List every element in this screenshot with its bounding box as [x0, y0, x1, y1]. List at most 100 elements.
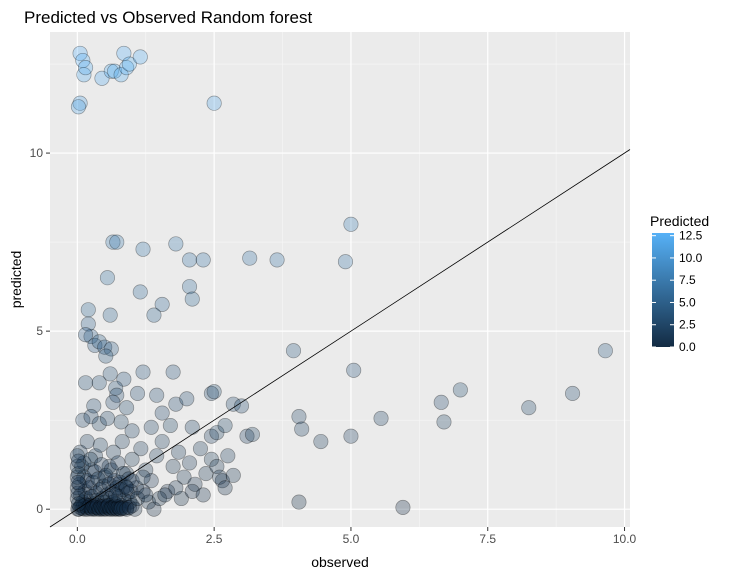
data-point — [78, 60, 94, 76]
data-point — [103, 501, 119, 517]
data-point — [93, 499, 109, 515]
data-point — [80, 498, 96, 514]
data-point — [106, 501, 122, 517]
data-point — [168, 480, 184, 496]
data-point — [109, 501, 125, 517]
data-point — [128, 480, 145, 496]
legend-colorbar — [652, 233, 674, 347]
data-points — [69, 45, 613, 517]
data-point — [123, 483, 139, 499]
data-point — [173, 490, 189, 507]
data-point — [76, 67, 92, 83]
y-tick-label: 5 — [36, 324, 43, 338]
legend-tick-label: 2.5 — [679, 318, 696, 332]
y-axis-title: predicted — [8, 251, 24, 309]
data-point — [102, 307, 118, 323]
data-point — [91, 416, 107, 432]
data-point — [157, 487, 173, 503]
data-point — [84, 489, 100, 505]
data-point — [124, 451, 140, 467]
data-point — [187, 476, 203, 492]
y-axis-ticks: 0 5 10 — [30, 146, 50, 516]
data-point — [81, 480, 97, 496]
data-point — [72, 45, 88, 61]
data-point — [154, 433, 170, 450]
data-point — [108, 496, 124, 512]
data-point — [138, 462, 154, 478]
data-point — [135, 364, 151, 380]
data-point — [84, 501, 100, 517]
data-point — [119, 466, 135, 482]
data-point — [97, 494, 113, 510]
data-point — [75, 412, 91, 428]
data-point — [90, 497, 106, 513]
data-point — [105, 494, 122, 510]
data-point — [98, 501, 114, 517]
legend-tick-label: 7.5 — [679, 273, 696, 287]
data-point — [135, 241, 151, 257]
data-point — [206, 95, 222, 111]
data-point — [97, 339, 113, 355]
data-point — [119, 501, 135, 517]
data-point — [105, 394, 121, 410]
data-point — [119, 60, 135, 76]
data-point — [225, 467, 241, 483]
data-point — [85, 474, 101, 491]
data-point — [107, 63, 123, 79]
data-point — [104, 499, 120, 515]
data-point — [113, 414, 129, 430]
data-point — [242, 250, 258, 266]
data-point — [203, 451, 219, 467]
plot-panel — [50, 32, 630, 527]
data-point — [73, 487, 89, 503]
data-point — [203, 385, 219, 402]
legend-ticks: 0.0 2.5 5.0 7.5 10.0 12.5 — [652, 229, 703, 354]
x-tick-label: 7.5 — [479, 532, 496, 546]
legend-tick-label: 5.0 — [679, 295, 696, 309]
x-tick-label: 10.0 — [613, 532, 637, 546]
data-point — [103, 63, 119, 79]
data-point — [140, 494, 157, 510]
data-point — [343, 216, 359, 232]
data-point — [269, 252, 285, 268]
data-point — [86, 500, 102, 516]
data-point — [160, 483, 176, 499]
data-point — [192, 441, 209, 457]
data-point — [102, 490, 118, 507]
data-point — [212, 469, 228, 485]
x-axis-title: observed — [311, 554, 369, 570]
data-point — [70, 485, 86, 501]
data-point — [165, 458, 181, 475]
data-point — [105, 234, 121, 250]
data-point — [146, 307, 162, 323]
data-point — [135, 469, 151, 485]
data-point — [103, 462, 119, 478]
data-point — [436, 414, 452, 430]
data-point — [84, 462, 100, 478]
y-tick-label: 0 — [36, 502, 43, 516]
data-point — [146, 501, 162, 517]
data-point — [75, 494, 91, 510]
data-point — [116, 45, 132, 61]
x-axis-ticks: 0.0 2.5 5.0 7.5 10.0 — [69, 527, 637, 546]
data-point — [88, 485, 104, 501]
data-point — [83, 409, 99, 425]
data-point — [111, 501, 128, 517]
data-point — [102, 501, 118, 517]
data-point — [91, 501, 107, 517]
data-point — [101, 458, 117, 475]
data-point — [117, 478, 134, 494]
data-point — [521, 400, 537, 416]
data-point — [94, 70, 110, 86]
data-point — [86, 496, 102, 512]
color-legend: Predicted 0.0 2.5 5.0 7.5 10.0 12.5 — [650, 213, 709, 354]
data-point — [184, 291, 200, 307]
data-point — [81, 499, 97, 515]
data-point — [135, 483, 151, 499]
data-point — [69, 480, 85, 496]
data-point — [76, 455, 92, 471]
data-point — [291, 409, 307, 425]
data-point — [343, 428, 359, 444]
data-point — [151, 490, 167, 507]
